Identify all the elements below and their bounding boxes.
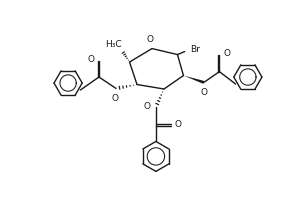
Text: O: O bbox=[88, 56, 95, 64]
Text: O: O bbox=[175, 120, 182, 129]
Text: O: O bbox=[200, 87, 207, 97]
Text: O: O bbox=[147, 35, 154, 44]
Text: H₃C: H₃C bbox=[105, 40, 122, 49]
Text: O: O bbox=[112, 94, 119, 102]
Polygon shape bbox=[183, 76, 204, 84]
Text: O: O bbox=[144, 102, 151, 111]
Text: O: O bbox=[223, 49, 230, 58]
Text: Br: Br bbox=[190, 45, 200, 54]
